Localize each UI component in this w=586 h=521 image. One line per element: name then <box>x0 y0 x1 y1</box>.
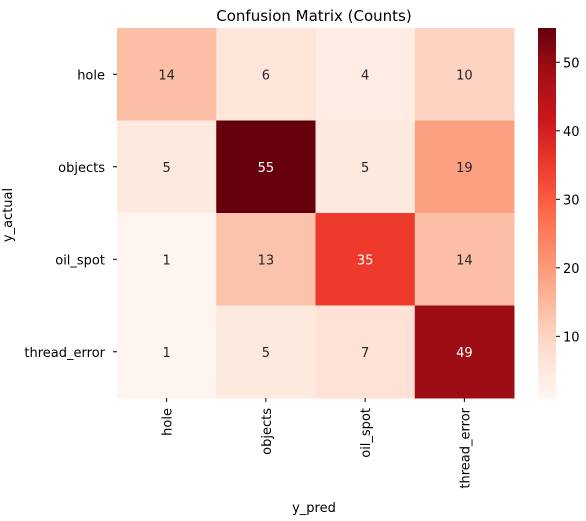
heatmap-cell <box>315 305 416 399</box>
colorbar-gradient <box>538 28 556 398</box>
heatmap-cells <box>117 28 515 399</box>
heatmap-cell <box>216 28 316 121</box>
x-tick-label: hole <box>161 408 176 436</box>
x-tick-label: thread_error <box>458 407 473 488</box>
heatmap-cell <box>315 213 416 306</box>
heatmap-cell <box>414 28 515 121</box>
y-tick-label: thread_error <box>24 346 105 361</box>
cell-value-label: 6 <box>262 68 270 83</box>
cell-value-label: 4 <box>361 68 369 83</box>
cell-value-label: 5 <box>262 346 270 361</box>
cell-value-label: 5 <box>361 161 369 176</box>
colorbar: 10 20 30 40 50 <box>538 28 580 398</box>
y-tick-label: objects <box>58 161 105 176</box>
x-tick-label: objects <box>260 408 275 455</box>
x-axis-ticks: hole objects oil_spot thread_error <box>161 398 473 489</box>
y-tick-label: hole <box>77 68 105 83</box>
heatmap-cell <box>216 305 316 399</box>
chart-title: Confusion Matrix (Counts) <box>216 7 411 25</box>
colorbar-tick-label: 40 <box>563 125 580 140</box>
heatmap-cell-labels: 14 6 4 105 55 5 191 13 35 141 5 7 49 <box>158 68 472 361</box>
cell-value-label: 7 <box>361 346 369 361</box>
x-axis-label: y_pred <box>292 501 336 516</box>
heatmap-cell <box>117 28 217 121</box>
heatmap-cell <box>414 305 515 399</box>
cell-value-label: 49 <box>456 346 473 361</box>
heatmap-cell <box>315 28 416 121</box>
cell-value-label: 5 <box>162 161 170 176</box>
cell-value-label: 1 <box>162 253 170 268</box>
heatmap-cell <box>117 120 217 214</box>
colorbar-tick-label: 20 <box>563 262 580 277</box>
colorbar-ticks: 10 20 30 40 50 <box>556 56 580 345</box>
heatmap-cell <box>216 213 316 306</box>
y-axis-label: y_actual <box>1 188 16 242</box>
x-tick-label: oil_spot <box>359 408 374 458</box>
cell-value-label: 1 <box>162 346 170 361</box>
cell-value-label: 10 <box>456 68 473 83</box>
cell-value-label: 13 <box>258 253 275 268</box>
cell-value-label: 19 <box>456 161 473 176</box>
colorbar-tick-label: 50 <box>563 56 580 71</box>
heatmap-cell <box>315 120 416 214</box>
heatmap-cell <box>414 120 515 214</box>
colorbar-tick-label: 30 <box>563 193 580 208</box>
cell-value-label: 55 <box>258 161 275 176</box>
heatmap-cell <box>117 305 217 399</box>
y-tick-label: oil_spot <box>55 253 105 268</box>
cell-value-label: 35 <box>357 253 374 268</box>
cell-value-label: 14 <box>158 68 175 83</box>
heatmap-cell <box>216 120 316 214</box>
heatmap-cell <box>117 213 217 306</box>
heatmap-cell <box>414 213 515 306</box>
cell-value-label: 14 <box>456 253 473 268</box>
colorbar-tick-label: 10 <box>563 330 580 345</box>
y-axis-ticks: hole objects oil_spot thread_error <box>24 68 117 361</box>
